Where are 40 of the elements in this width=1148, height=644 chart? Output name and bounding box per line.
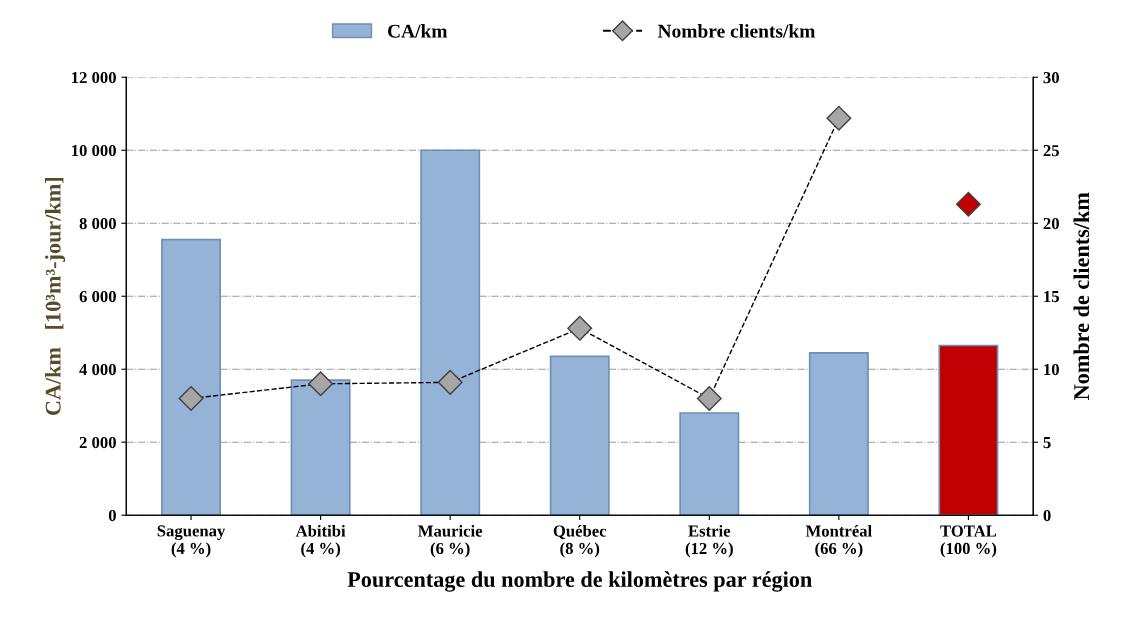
y2-tick-label: 5 [1043,437,1051,449]
bar [808,351,869,516]
y-axis-title: CA/km [10³m³-jour/km] [45,177,66,416]
point [178,385,204,411]
bar [679,412,740,516]
x-tick-label: Estrie (12 %) [685,524,733,558]
y-tick-label: 10 000 [72,144,116,157]
x-axis-title: Pourcentage du nombre de kilomètres par région [347,571,812,592]
y-tick-label: 4 000 [79,363,116,376]
point [308,371,334,397]
y-tick-label: 8 000 [79,217,116,230]
x-tick-label: Mauricie (6 %) [418,524,483,558]
bar [161,238,222,516]
y2-tick-label: 25 [1043,145,1059,157]
y2-tick-label: 10 [1044,363,1059,376]
y2-tick-label: 20 [1043,217,1059,230]
x-tick-label: Saguenay (4 %) [157,525,226,558]
y-tick-label: 6 000 [79,290,116,303]
legend-label: CA/km [387,24,448,38]
point [696,385,722,411]
x-tick-label: Abitibi (4 %) [295,524,346,558]
y-tick-label: 12 000 [72,71,116,84]
point [826,105,852,131]
y2-tick-label: 30 [1043,71,1059,84]
bar [290,379,351,516]
y2-tick-label: 0 [1043,509,1051,522]
y-tick-label: 2 000 [79,436,116,449]
x-tick-label: Québec (8 %) [553,524,607,558]
bar [549,355,610,516]
point [437,369,463,395]
y-tick-label: 0 [108,509,116,522]
bar [938,344,999,516]
point [955,191,981,217]
point [567,315,593,341]
legend-label: Nombre clients/km [657,24,816,38]
x-tick-label: TOTAL (100 %) [940,525,997,558]
y2-tick-label: 15 [1044,291,1059,303]
x-tick-label: Montréal (66 %) [805,524,872,558]
bar [420,149,481,516]
y2-axis-title: Nombre de clients/km [1073,192,1090,400]
